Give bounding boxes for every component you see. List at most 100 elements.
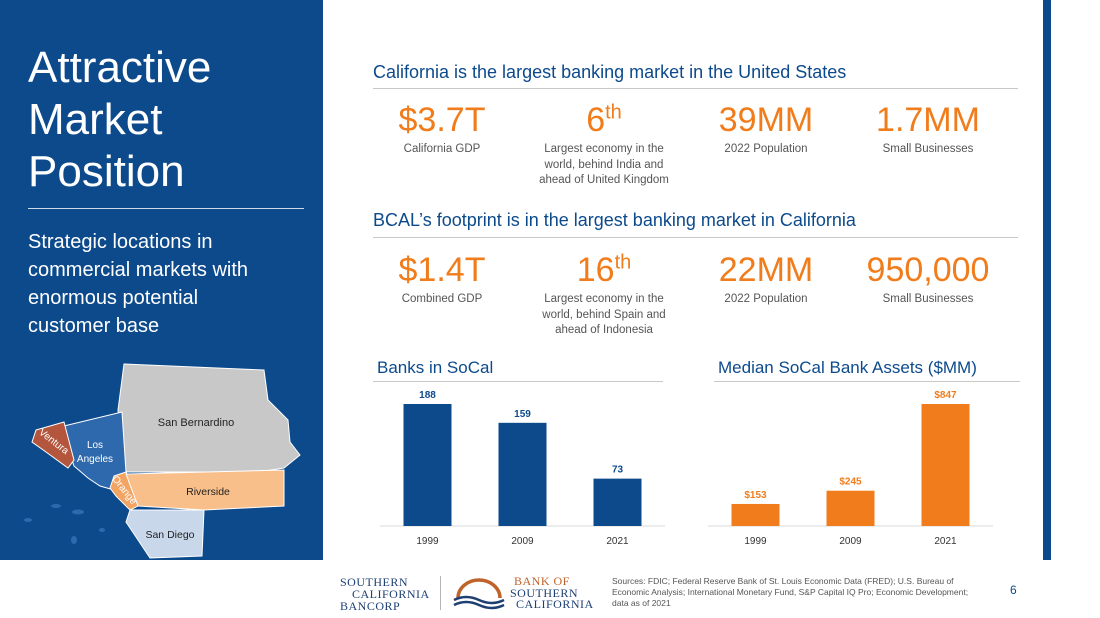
page-subtitle: Strategic locations in commercial market… (28, 228, 308, 340)
stat-california-population: 39MM 2022 Population (686, 100, 846, 158)
subtitle-line-1: Strategic locations in (28, 231, 213, 253)
logo-line: BANK OF (514, 574, 570, 588)
stat-label-line: Largest economy in the (544, 293, 664, 305)
logo-line: CALIFORNIA (352, 587, 430, 601)
logo-line: BANCORP (340, 599, 401, 613)
x-tick-label-2009: 2009 (511, 536, 534, 547)
stat-value: 39MM (718, 101, 814, 139)
stat-label-line: world, behind Spain and (542, 308, 666, 321)
island-5 (99, 528, 105, 532)
title-line-1: Attractive (28, 43, 212, 92)
california-heading-rule (373, 88, 1018, 89)
footprint-heading: BCAL’s footprint is in the largest banki… (373, 210, 856, 230)
map-label-san-diego: San Diego (145, 529, 194, 541)
sources-note: Sources: FDIC; Federal Reserve Bank of S… (612, 576, 972, 609)
x-tick-label-2021: 2021 (934, 536, 957, 547)
x-tick-label-1999: 1999 (744, 536, 767, 547)
stat-value-sup: th (614, 251, 632, 274)
map-label-riverside: Riverside (186, 486, 230, 498)
stat-label: Largest economy in the world, behind Spa… (524, 292, 684, 339)
map-label-los-angeles-2: Angeles (77, 454, 113, 465)
stat-value: $1.4T (398, 251, 486, 289)
sources-line: Sources: FDIC; Federal Reserve Bank of S… (612, 576, 954, 586)
stat-label-line: 2022 Population (724, 143, 808, 155)
page-number: 6 (1010, 583, 1017, 597)
stat-value: 22MM (718, 251, 814, 289)
data-label-1999: $153 (744, 490, 767, 501)
county-ventura (31, 421, 75, 469)
subtitle-line-2: commercial markets with (28, 259, 249, 281)
california-heading: California is the largest banking market… (373, 62, 847, 82)
island-3 (72, 509, 84, 515)
subtitle-line-3: enormous potential (28, 287, 199, 309)
stat-footprint-small-businesses: 950,000 Small Businesses (848, 250, 1008, 308)
stat-value: 950,000 (866, 251, 990, 289)
data-label-2009: $245 (839, 477, 862, 488)
stat-label-line: world, behind India and (544, 158, 664, 171)
stat-value: 16 (576, 251, 615, 289)
stat-label: Largest economy in the world, behind Ind… (524, 142, 684, 189)
edge-stripe (1043, 0, 1051, 560)
banks-in-socal-chart: 188 1999 159 2009 73 2021 (380, 390, 665, 547)
stat-label-line: Largest economy in the (544, 143, 664, 155)
stat-label: Small Businesses (848, 292, 1008, 308)
data-label-1999: 188 (419, 390, 436, 401)
stat-label-line: 2022 Population (724, 293, 808, 305)
island-2 (51, 504, 61, 508)
logo-line: SOUTHERN (340, 575, 409, 589)
median-assets-chart: $153 1999 $245 2009 $847 2021 (708, 390, 993, 547)
bar-2021 (921, 404, 970, 526)
footprint-heading-rule (373, 237, 1018, 238)
stat-footprint-rank: 16th Largest economy in the world, behin… (524, 250, 684, 339)
stat-california-rank: 6th Largest economy in the world, behind… (524, 100, 684, 189)
bar-1999 (731, 503, 780, 526)
stat-footprint-population: 22MM 2022 Population (686, 250, 846, 308)
title-line-3: Position (28, 147, 185, 196)
county-riverside (125, 469, 285, 511)
stat-label-line: ahead of Indonesia (555, 324, 653, 336)
stat-label-line: Small Businesses (882, 143, 974, 155)
island-4 (71, 536, 77, 544)
x-tick-label-2021: 2021 (606, 536, 629, 547)
bar-1999 (403, 404, 452, 526)
subtitle-line-4: customer base (28, 315, 160, 337)
bank-logo-icon (453, 578, 505, 610)
footer (0, 560, 1100, 618)
stat-label-line: ahead of United Kingdom (539, 174, 669, 186)
stat-label: 2022 Population (686, 142, 846, 158)
island-1 (24, 518, 32, 522)
x-tick-label-2009: 2009 (839, 536, 862, 547)
x-tick-label-1999: 1999 (416, 536, 439, 547)
county-san-diego (125, 509, 205, 559)
data-label-2009: 159 (514, 409, 531, 420)
bar-2009 (826, 490, 875, 526)
stat-label: 2022 Population (686, 292, 846, 308)
stat-value-sup: th (605, 101, 622, 124)
logo-line: SOUTHERN (510, 585, 579, 600)
banks-chart-title: Banks in SoCal (377, 358, 494, 377)
page-title: Attractive Market Position (28, 42, 308, 198)
southern-california-bancorp-logo: SOUTHERN CALIFORNIA BANCORP (340, 576, 430, 612)
bank-of-southern-california-logo: BANK OF SOUTHERN CALIFORNIA (510, 574, 594, 611)
bar-2021 (593, 478, 642, 526)
socal-county-map: San Bernardino Los Angeles Ventura Orang… (24, 363, 301, 559)
assets-chart-title-rule (714, 381, 1020, 382)
sources-line: Economic Analysis; International Monetar… (612, 587, 969, 597)
stat-value: $3.7T (398, 101, 486, 139)
stat-value: 6 (586, 101, 606, 139)
stat-label: Combined GDP (362, 292, 522, 308)
title-divider (28, 208, 304, 209)
stat-combined-gdp: $1.4T Combined GDP (362, 250, 522, 308)
assets-chart-title: Median SoCal Bank Assets ($MM) (718, 358, 977, 377)
stat-california-gdp: $3.7T California GDP (362, 100, 522, 158)
logo-line: CALIFORNIA (516, 597, 594, 611)
sources-line: data as of 2021 (612, 598, 671, 608)
stat-label: California GDP (362, 142, 522, 158)
map-label-los-angeles-1: Los (87, 440, 103, 451)
stat-label-line: Small Businesses (882, 293, 974, 305)
stat-label-line: Combined GDP (401, 293, 483, 305)
data-label-2021: 73 (612, 465, 624, 476)
stat-value: 1.7MM (876, 101, 980, 139)
logo-divider (440, 576, 441, 610)
map-label-san-bernardino: San Bernardino (158, 417, 234, 429)
